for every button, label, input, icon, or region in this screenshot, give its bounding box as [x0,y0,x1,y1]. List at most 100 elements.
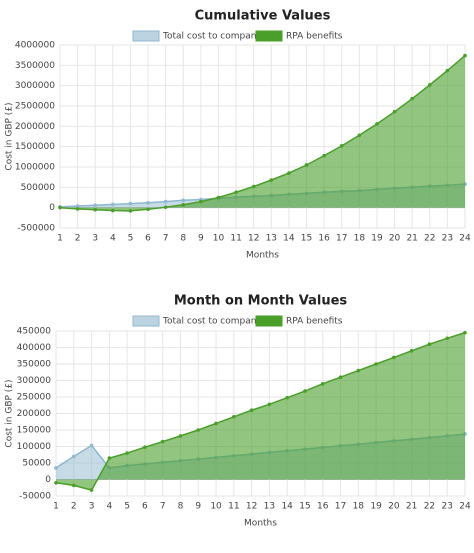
point [163,199,168,204]
point [234,190,238,195]
point [356,368,361,373]
legend-label: Total cost to company [162,32,262,42]
x-tick-label: 24 [459,234,471,244]
x-tick-label: 15 [299,502,310,512]
y-tick-label: 50000 [22,459,51,469]
point [71,483,76,488]
x-axis-title: Months [244,519,277,529]
point [146,200,150,205]
y-tick-label: 1000000 [15,163,55,173]
point [75,207,80,211]
point [338,375,343,380]
x-tick-label: 6 [145,234,151,244]
x-tick-label: 23 [441,502,452,512]
point [463,53,467,58]
point [392,355,396,360]
point [163,205,168,210]
point [71,454,76,459]
point [357,133,362,138]
point [249,408,254,413]
point [199,199,203,204]
x-tick-label: 2 [71,502,77,512]
y-tick-label: 0 [49,203,55,213]
y-tick-label: 3000000 [15,81,55,91]
x-tick-label: 9 [198,234,204,244]
point [445,68,450,73]
point [58,205,62,210]
x-tick-label: 12 [248,234,259,244]
x-tick-label: 5 [128,234,134,244]
point [304,163,309,167]
point [409,349,414,353]
x-tick-label: 14 [283,234,295,244]
y-tick-label: 200000 [17,409,52,419]
point [93,207,98,212]
y-tick-label: 350000 [17,360,52,370]
x-tick-label: 16 [318,234,330,244]
point [93,203,98,208]
point [143,445,147,449]
x-tick-label: 22 [424,502,435,512]
x-tick-label: 24 [459,502,471,512]
point [410,96,414,101]
legend-label: RPA benefits [286,32,343,42]
x-tick-label: 13 [264,502,275,512]
y-tick-label: 250000 [17,393,52,403]
x-tick-label: 13 [266,234,277,244]
point [178,434,183,438]
point [251,184,256,189]
x-tick-label: 11 [230,234,241,244]
x-tick-label: 20 [389,234,401,244]
x-tick-label: 14 [281,502,293,512]
point [287,171,291,175]
x-tick-label: 1 [57,234,63,244]
x-tick-label: 12 [246,502,257,512]
x-tick-label: 20 [388,502,400,512]
point [128,201,133,206]
point [267,402,272,407]
area [60,55,465,211]
point [232,415,236,419]
x-tick-label: 16 [317,502,329,512]
y-tick-label: 400000 [17,343,52,353]
x-tick-label: 22 [424,234,435,244]
x-tick-label: 8 [180,234,186,244]
chart-title: Cumulative Values [195,9,331,24]
point [427,342,432,347]
y-tick-label: 2000000 [15,122,55,132]
y-axis-title: Cost in GBP (£) [5,102,15,170]
point [146,207,150,212]
x-tick-label: 21 [406,234,417,244]
x-axis-title: Months [246,251,279,261]
point [54,466,58,470]
legend-label: RPA benefits [286,317,343,327]
y-tick-label: 150000 [17,426,52,436]
point [181,203,186,207]
x-tick-label: 19 [370,502,382,512]
point [125,451,129,455]
legend-swatch [132,30,160,42]
point [214,421,218,426]
y-tick-label: 2500000 [15,102,55,112]
point [374,362,378,366]
y-tick-label: -50000 [19,492,51,502]
point [89,443,94,448]
point [181,198,186,203]
point [427,83,432,87]
x-tick-label: 7 [163,234,169,244]
point [285,395,289,400]
point [107,456,112,460]
x-tick-label: 2 [75,234,81,244]
x-tick-label: 8 [178,502,184,512]
line [59,55,466,212]
x-tick-label: 18 [353,502,365,512]
chart-title: Month on Month Values [174,294,348,309]
x-tick-label: 3 [92,234,98,244]
y-tick-label: -500000 [17,224,55,234]
x-tick-label: 6 [142,502,148,512]
x-tick-label: 17 [336,234,347,244]
point [320,382,325,386]
x-tick-label: 4 [110,234,116,244]
